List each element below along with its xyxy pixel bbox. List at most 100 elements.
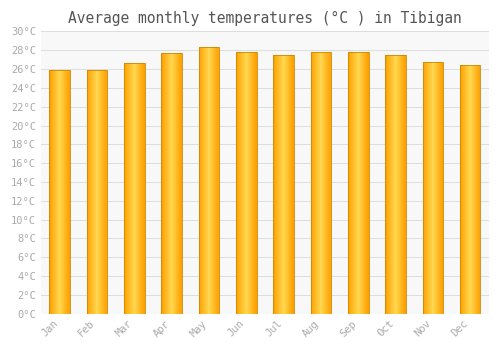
Bar xyxy=(180,53,181,314)
Bar xyxy=(394,55,395,314)
Bar xyxy=(130,63,131,314)
Bar xyxy=(439,62,440,314)
Bar xyxy=(217,47,218,314)
Bar xyxy=(93,70,94,314)
Bar xyxy=(249,52,250,314)
Bar xyxy=(66,70,67,314)
Bar xyxy=(240,52,241,314)
Bar xyxy=(278,55,279,314)
Bar xyxy=(352,52,353,314)
Bar xyxy=(128,63,129,314)
Bar xyxy=(241,52,242,314)
Bar xyxy=(475,65,476,314)
Bar xyxy=(255,52,256,314)
Bar xyxy=(322,52,323,314)
Bar xyxy=(106,70,107,314)
Bar xyxy=(435,62,436,314)
Bar xyxy=(65,70,66,314)
Bar xyxy=(291,55,292,314)
Bar xyxy=(101,70,102,314)
Bar xyxy=(388,55,390,314)
Bar xyxy=(213,47,214,314)
Bar xyxy=(367,52,368,314)
Bar xyxy=(245,52,246,314)
Bar xyxy=(96,70,97,314)
Bar xyxy=(398,55,399,314)
Bar xyxy=(61,70,62,314)
Bar xyxy=(124,63,126,314)
Bar xyxy=(362,52,363,314)
Bar xyxy=(198,47,200,314)
Bar xyxy=(140,63,141,314)
Bar xyxy=(174,53,175,314)
Bar xyxy=(105,70,106,314)
Bar xyxy=(472,65,473,314)
Bar xyxy=(288,55,289,314)
Bar xyxy=(136,63,137,314)
Bar xyxy=(284,55,285,314)
Bar xyxy=(462,65,464,314)
Bar xyxy=(391,55,392,314)
Bar xyxy=(397,55,398,314)
Bar xyxy=(429,62,430,314)
Title: Average monthly temperatures (°C ) in Tibigan: Average monthly temperatures (°C ) in Ti… xyxy=(68,11,462,26)
Bar xyxy=(471,65,472,314)
Bar xyxy=(62,70,63,314)
Bar xyxy=(329,52,330,314)
Bar xyxy=(319,52,320,314)
Bar xyxy=(236,52,256,314)
Bar xyxy=(422,62,424,314)
Bar xyxy=(280,55,281,314)
Bar xyxy=(126,63,127,314)
Bar xyxy=(325,52,326,314)
Bar xyxy=(171,53,172,314)
Bar xyxy=(242,52,243,314)
Bar xyxy=(396,55,397,314)
Bar xyxy=(177,53,178,314)
Bar xyxy=(404,55,405,314)
Bar xyxy=(178,53,179,314)
Bar xyxy=(279,55,280,314)
Bar xyxy=(399,55,400,314)
Bar xyxy=(395,55,396,314)
Bar xyxy=(473,65,474,314)
Bar xyxy=(466,65,467,314)
Bar xyxy=(172,53,173,314)
Bar xyxy=(166,53,167,314)
Bar xyxy=(86,70,107,314)
Bar xyxy=(317,52,318,314)
Bar xyxy=(169,53,170,314)
Bar xyxy=(310,52,312,314)
Bar xyxy=(67,70,68,314)
Bar xyxy=(143,63,144,314)
Bar xyxy=(433,62,434,314)
Bar xyxy=(215,47,216,314)
Bar xyxy=(386,55,406,314)
Bar xyxy=(216,47,217,314)
Bar xyxy=(350,52,352,314)
Bar xyxy=(137,63,138,314)
Bar xyxy=(69,70,70,314)
Bar xyxy=(168,53,169,314)
Bar xyxy=(283,55,284,314)
Bar xyxy=(292,55,293,314)
Bar xyxy=(250,52,251,314)
Bar xyxy=(467,65,468,314)
Bar xyxy=(251,52,252,314)
Bar xyxy=(276,55,277,314)
Bar xyxy=(138,63,139,314)
Bar xyxy=(55,70,56,314)
Bar xyxy=(441,62,442,314)
Bar xyxy=(164,53,165,314)
Bar xyxy=(129,63,130,314)
Bar xyxy=(460,65,462,314)
Bar xyxy=(328,52,329,314)
Bar xyxy=(393,55,394,314)
Bar xyxy=(210,47,211,314)
Bar xyxy=(167,53,168,314)
Bar xyxy=(218,47,219,314)
Bar xyxy=(289,55,290,314)
Bar xyxy=(211,47,212,314)
Bar xyxy=(348,52,368,314)
Bar xyxy=(252,52,253,314)
